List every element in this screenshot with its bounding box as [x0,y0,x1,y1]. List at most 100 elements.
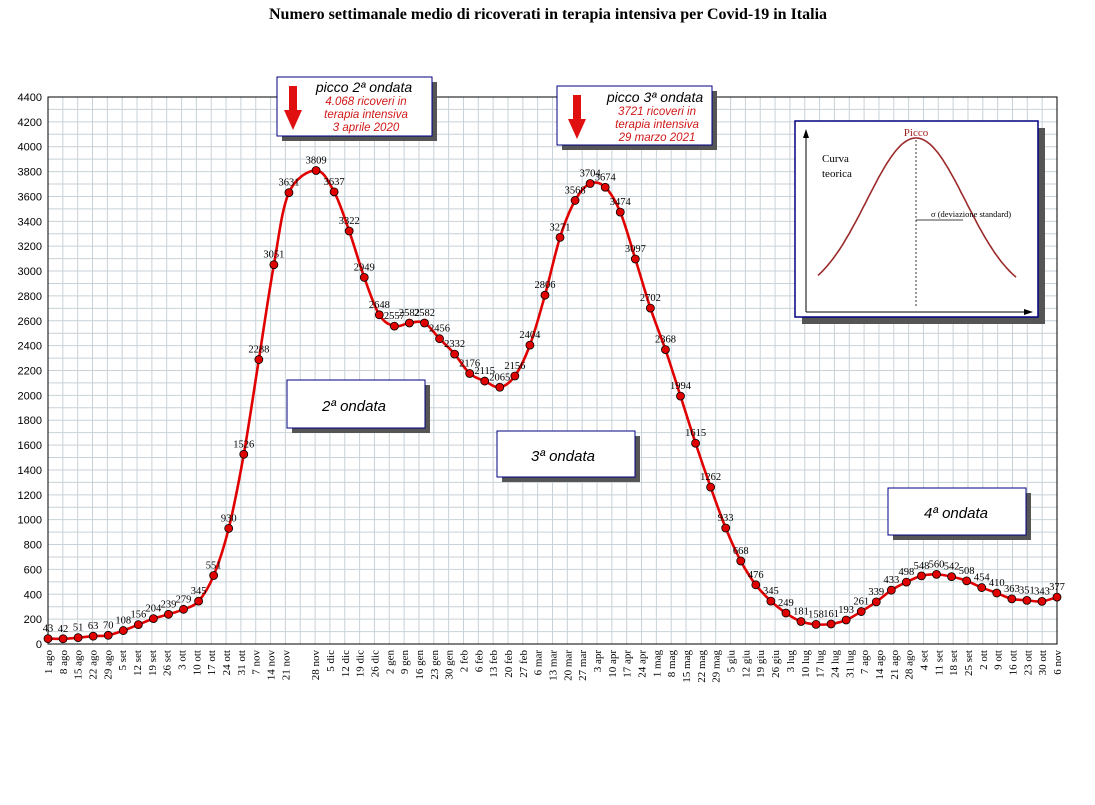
data-label: 476 [748,570,764,581]
x-tick-label: 25 set [963,650,975,676]
inset-curve-label-1: Curva [822,153,849,165]
data-point [389,321,399,331]
x-tick-label: 16 ott [1007,650,1019,675]
data-label: 3271 [550,222,571,233]
data-label: 3322 [339,216,360,227]
x-tick-label: 28 ago [904,650,916,680]
data-label: 1994 [670,381,692,392]
x-tick-label: 17 apr [622,650,634,678]
x-tick-label: 19 set [147,650,159,676]
x-tick-label: 23 gen [429,650,441,680]
data-label: 3474 [610,197,632,208]
data-label: 454 [974,573,991,584]
y-tick-label: 200 [24,614,42,626]
data-point [284,188,294,198]
x-tick-label: 21 nov [280,650,292,681]
data-point [88,631,98,641]
data-label: 345 [191,586,207,597]
y-tick-label: 4000 [18,142,42,154]
x-tick-label: 2 gen [384,650,396,675]
x-tick-label: 13 mar [548,650,560,681]
y-tick-label: 400 [24,589,42,601]
data-point [73,633,83,643]
data-label: 63 [88,621,99,632]
data-point [465,369,475,378]
data-label: 560 [929,559,945,570]
chart-title: Numero settimanale medio di ricoverati i… [269,6,827,23]
data-label: 161 [823,609,839,620]
data-label: 279 [176,594,192,605]
x-tick-label: 6 feb [473,650,485,673]
data-label: 43 [43,624,54,635]
data-label: 377 [1049,582,1065,593]
data-point [871,597,881,607]
x-tick-label: 17 ott [206,650,218,675]
data-label: 2456 [429,324,450,335]
x-tick-label: 20 mar [562,650,574,681]
data-label: 2582 [399,308,420,319]
data-label: 2557 [384,311,405,322]
data-label: 339 [868,587,884,598]
data-point [209,571,219,580]
x-tick-label: 29 ago [102,650,114,680]
data-point [1037,596,1047,606]
data-label: 433 [883,575,899,586]
x-tick-label: 7 ago [859,650,871,675]
data-label: 2368 [655,335,676,346]
x-tick-label: 8 ago [58,650,70,675]
data-label: 2702 [640,293,661,304]
data-label: 2949 [354,262,375,273]
data-point [706,482,716,492]
x-tick-label: 3 lug [785,650,797,673]
x-tick-label: 5 giu [726,650,738,673]
peak3-title: picco 3ª ondata [606,89,703,105]
data-point [781,608,791,618]
x-tick-label: 29 mag [711,650,723,683]
data-point [495,382,505,392]
inset-y-arrow-icon [803,129,809,138]
x-tick-label: 16 gen [414,650,426,680]
x-tick-label: 6 nov [1052,650,1064,675]
data-label: 3568 [565,185,586,196]
peak3-line2: terapia intensiva [615,119,699,131]
y-tick-label: 1200 [18,490,42,502]
data-point [103,630,113,640]
data-point [585,179,595,188]
x-tick-label: 20 feb [503,650,515,678]
data-label: 239 [161,599,177,610]
data-point [58,634,68,644]
peak3-line1: 3721 ricoveri in [618,106,696,118]
x-tick-label: 22 mag [696,650,708,683]
data-point [691,438,700,448]
data-label: 156 [130,610,146,621]
wave4-box: 4ª ondata [887,487,1031,540]
x-tick-label: 19 giu [755,650,767,678]
data-point [269,260,279,270]
data-label: 3097 [625,244,646,255]
x-tick-label: 31 ott [236,650,248,675]
data-label: 542 [944,562,960,573]
data-label: 193 [838,605,854,616]
peak2-title: picco 2ª ondata [315,79,412,95]
data-label: 508 [959,566,975,577]
x-tick-label: 30 ott [1037,650,1049,675]
inset-theoretical-curve: Picco Curva teorica σ (deviazione standa… [794,120,1045,324]
x-tick-label: 7 nov [251,650,263,675]
x-tick-label: 19 dic [355,650,367,677]
data-point [311,166,321,175]
x-tick-label: 21 ago [889,650,901,680]
y-axis: 0 200 400 600 800 1000 1200 1400 1600 1800 2000 220… [18,92,42,651]
x-tick-label: 26 giu [770,650,782,678]
data-point [179,604,188,614]
data-point [977,583,987,592]
x-tick-label: 1 mag [651,650,663,678]
y-tick-label: 3000 [18,266,42,278]
data-point [600,182,610,192]
data-label: 933 [718,513,734,524]
wave2-label: 2ª ondata [321,398,386,415]
peak2-line2: terapia intensiva [324,109,408,121]
data-label: 181 [793,606,809,617]
x-tick-label: 2 ott [978,650,990,670]
x-tick-label: 23 ott [1022,650,1034,675]
x-tick-label: 8 mag [666,650,678,678]
